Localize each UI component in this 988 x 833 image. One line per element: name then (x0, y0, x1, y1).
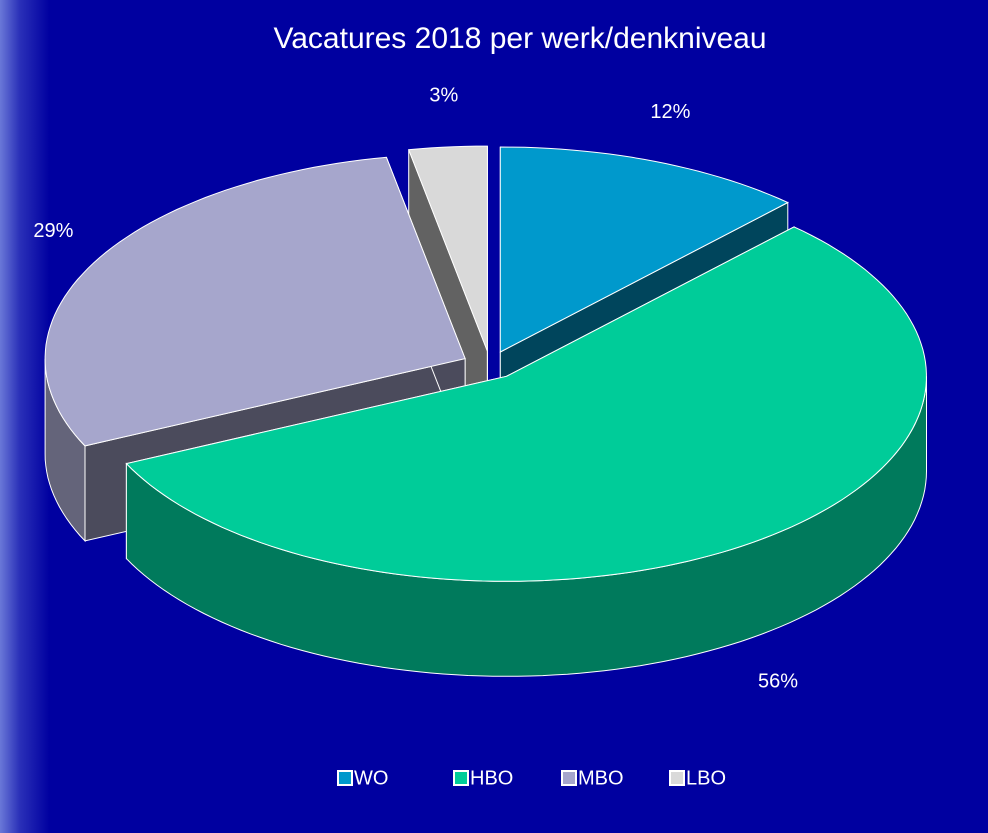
legend-label: MBO (578, 767, 624, 789)
legend-label: LBO (686, 767, 726, 789)
legend-label: HBO (470, 767, 513, 789)
slice (407, 145, 488, 352)
legend-swatch (337, 770, 353, 786)
data-label: 56% (758, 670, 798, 692)
legend-label: WO (354, 767, 388, 789)
data-label: 3% (429, 85, 458, 107)
legend-swatch (669, 770, 685, 786)
slice (125, 226, 927, 582)
data-label: 12% (650, 101, 690, 123)
legend-swatch (561, 770, 577, 786)
slice (499, 146, 789, 353)
slice (44, 156, 466, 447)
data-label: 29% (33, 220, 73, 242)
chart-title: Vacatures 2018 per werk/denkniveau (273, 22, 766, 55)
legend-swatch (453, 770, 469, 786)
